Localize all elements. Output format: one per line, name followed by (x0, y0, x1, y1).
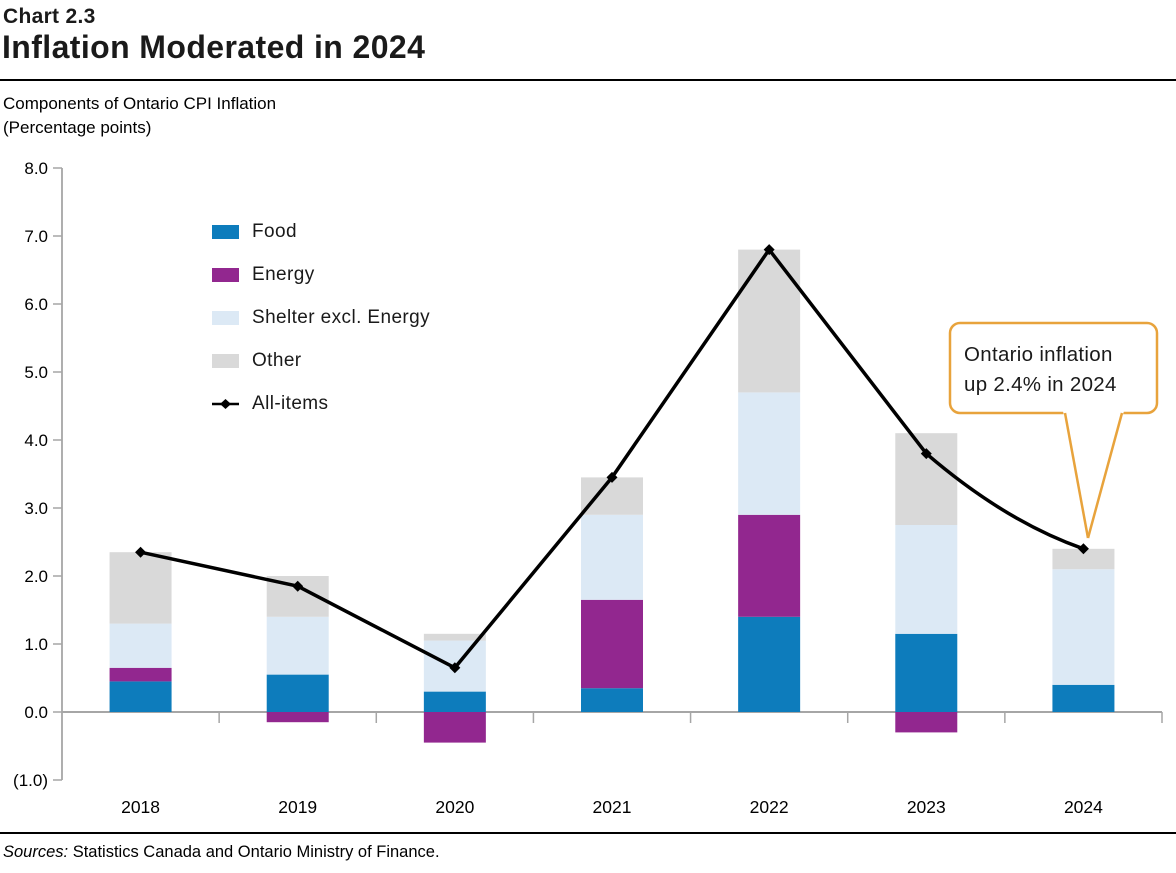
sources-line: Sources: Statistics Canada and Ontario M… (3, 843, 440, 862)
legend-swatch-icon (212, 267, 239, 282)
y-tick-label: (1.0) (13, 771, 48, 790)
legend-label: Shelter excl. Energy (252, 306, 431, 328)
all-items-marker-2018 (135, 546, 147, 558)
callout-box (948, 321, 1159, 415)
all-items-marker-2023 (920, 448, 932, 460)
legend-label: All-items (252, 392, 329, 414)
bar-shelter-excl-energy-2021 (581, 514, 643, 600)
bar-energy-2022 (738, 514, 801, 617)
bar-shelter-excl-energy-2018 (109, 623, 172, 668)
bar-food-2020 (423, 691, 486, 712)
all-items-marker-2021 (606, 471, 618, 483)
bar-energy-2020 (423, 712, 486, 743)
bar-other-2021 (581, 477, 643, 515)
callout-pointer-right (1086, 412, 1124, 539)
all-items-marker-2024 (1077, 543, 1089, 555)
legend-swatch-icon (212, 224, 239, 239)
sources-prefix: Sources: (3, 843, 69, 861)
bar-food-2024 (1052, 684, 1115, 712)
bar-energy-2021 (581, 599, 643, 689)
bar-other-2022 (738, 249, 801, 393)
legend-item-other: Other (212, 339, 430, 382)
bar-food-2022 (738, 616, 801, 712)
bar-shelter-excl-energy-2022 (738, 392, 801, 515)
bar-shelter-excl-energy-2024 (1052, 569, 1115, 685)
subtitle-line1: Components of Ontario CPI Inflation (3, 94, 277, 113)
bar-other-2024 (1052, 548, 1115, 570)
title-divider (0, 79, 1176, 81)
y-tick-label: 0.0 (24, 703, 48, 722)
x-axis-label: 2021 (593, 797, 632, 817)
y-tick-label: 6.0 (24, 295, 48, 314)
y-tick-label: 7.0 (24, 227, 48, 246)
bar-food-2023 (895, 633, 958, 712)
legend-swatch-icon (212, 310, 239, 325)
bar-other-2023 (895, 433, 958, 525)
chart-subtitle: Components of Ontario CPI Inflation (Per… (3, 92, 276, 140)
bar-energy-2018 (109, 667, 172, 682)
legend-item-energy: Energy (212, 253, 430, 296)
x-axis-label: 2018 (121, 797, 160, 817)
callout-text-line2: up 2.4% in 2024 (964, 373, 1117, 396)
bar-energy-2019 (266, 712, 329, 723)
all-items-line (140, 246, 1085, 671)
legend-item-food: Food (212, 210, 430, 253)
x-axis-label: 2024 (1064, 797, 1103, 817)
x-axis-label: 2022 (750, 797, 789, 817)
bar-shelter-excl-energy-2019 (266, 616, 329, 675)
bar-shelter-excl-energy-2023 (895, 525, 958, 634)
all-items-marker-2020 (449, 662, 461, 674)
bar-other-2020 (423, 633, 486, 641)
legend-item-all-items: All-items (212, 382, 430, 425)
subtitle-line2: (Percentage points) (3, 118, 152, 137)
bar-energy-2023 (895, 712, 958, 733)
callout-pointer-fill (1063, 411, 1124, 535)
y-tick-label: 2.0 (24, 567, 48, 586)
legend-label: Other (252, 349, 302, 371)
callout-pointer-left (1063, 412, 1090, 539)
all-items-marker-2022 (763, 244, 775, 256)
x-axis-label: 2019 (278, 797, 317, 817)
chart-number: Chart 2.3 (3, 5, 96, 28)
legend-line-icon (212, 398, 239, 409)
page-title: Inflation Moderated in 2024 (2, 29, 426, 65)
x-axis-label: 2020 (435, 797, 474, 817)
y-tick-label: 3.0 (24, 499, 48, 518)
bar-food-2018 (109, 681, 172, 712)
callout-text-line1: Ontario inflation (964, 343, 1113, 366)
x-axis-label: 2023 (907, 797, 946, 817)
y-tick-label: 1.0 (24, 635, 48, 654)
legend-label: Energy (252, 263, 315, 285)
y-tick-label: 8.0 (24, 159, 48, 178)
chart-legend: Food Energy Shelter excl. Energy Other All-i… (212, 210, 430, 425)
legend-label: Food (252, 220, 297, 242)
sources-text: Statistics Canada and Ontario Ministry o… (68, 843, 440, 861)
bar-food-2019 (266, 674, 329, 712)
bar-other-2018 (109, 552, 172, 624)
all-items-marker-2019 (292, 580, 304, 592)
y-tick-label: 4.0 (24, 431, 48, 450)
bar-food-2021 (581, 688, 643, 712)
legend-swatch-icon (212, 353, 239, 368)
y-tick-label: 5.0 (24, 363, 48, 382)
legend-item-shelter-excl-energy: Shelter excl. Energy (212, 296, 430, 339)
sources-divider (0, 832, 1176, 834)
